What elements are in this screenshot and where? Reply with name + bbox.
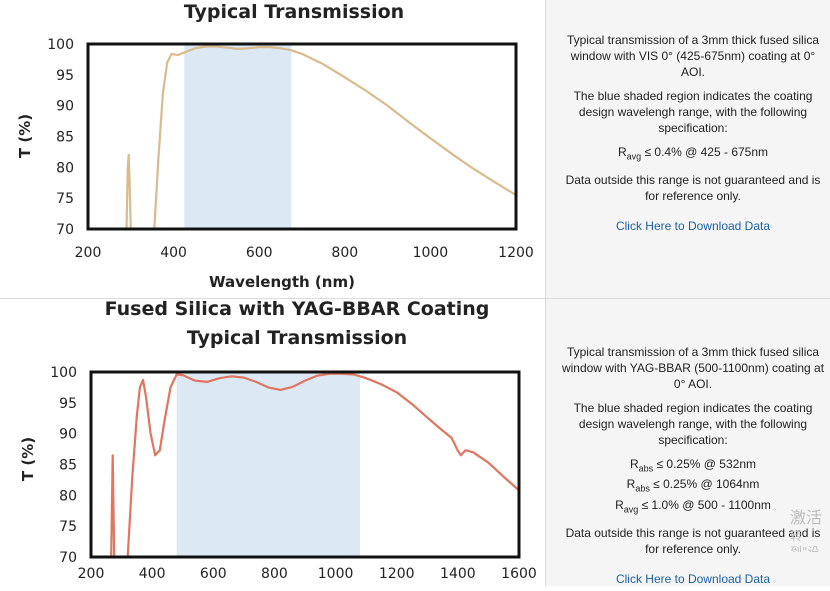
coating-range-shade (176, 372, 361, 557)
transmission-chart-1: Typical Transmission 70 75 80 85 90 95 100 200 40… (16, 1, 534, 291)
spec-text: ≤ 1.0% @ 500 - 1100nm (638, 497, 771, 512)
spec-list: Ravg ≤ 0.4% @ 425 - 675nm (558, 144, 828, 164)
y-tick-label: 75 (59, 519, 77, 535)
description-cell-2: Typical transmission of a 3mm thick fuse… (546, 299, 830, 586)
y-tick-label: 95 (56, 68, 74, 84)
x-tick-label: 400 (139, 566, 166, 582)
x-tick-label: 1000 (318, 566, 354, 582)
description-shaded-note: The blue shaded region indicates the coa… (573, 89, 813, 135)
activation-watermark: 激活 转到"设 (790, 508, 830, 552)
x-tick-label: 600 (246, 245, 273, 261)
spec-symbol: R (629, 457, 639, 471)
description-2: Typical transmission of a 3mm thick fuse… (558, 344, 828, 587)
spec-line: Rabs ≤ 0.25% @ 1064nm (558, 476, 828, 496)
spec-subscript: avg (623, 504, 639, 515)
y-tick-label: 80 (56, 160, 74, 176)
y-tick-label: 85 (59, 458, 77, 474)
y-tick-label: 85 (56, 130, 74, 146)
y-axis-label: T (%) (16, 114, 34, 158)
column-divider (545, 0, 546, 586)
x-tick-label: 200 (78, 566, 105, 582)
description-disclaimer: Data outside this range is not guarantee… (565, 526, 821, 557)
spec-subscript: abs (638, 463, 654, 474)
plot-frame (89, 370, 521, 559)
transmission-curve (110, 454, 116, 557)
x-tick-label: 1600 (501, 566, 537, 582)
chart-title-line: Typical Transmission (184, 1, 404, 23)
spec-line: Ravg ≤ 1.0% @ 500 - 1100nm (558, 497, 828, 517)
description-intro: Typical transmission of a 3mm thick fuse… (561, 345, 825, 391)
coating-range-shade (184, 44, 292, 229)
spec-subscript: avg (626, 151, 642, 162)
x-axis-label: Wavelength (nm) (209, 273, 355, 291)
x-tick-label: 1000 (413, 245, 449, 261)
spec-line: Ravg ≤ 0.4% @ 425 - 675nm (558, 144, 828, 164)
y-tick-label: 90 (59, 427, 77, 443)
x-tick-label: 1400 (440, 566, 476, 582)
chart-title-line: Typical Transmission (187, 327, 407, 349)
x-tick-label: 200 (75, 245, 102, 261)
y-axis-label: T (%) (19, 437, 37, 481)
watermark-line-2: 转到"设 (790, 529, 820, 552)
description-intro: Typical transmission of a 3mm thick fuse… (566, 33, 820, 79)
chart-cell-2: Fused Silica with YAG-BBAR Coating Typica… (0, 298, 545, 586)
transmission-curve (125, 153, 132, 229)
y-tick-label: 70 (56, 222, 74, 238)
description-shaded-note: The blue shaded region indicates the coa… (573, 401, 813, 447)
y-tick-label: 100 (50, 365, 77, 381)
y-tick-label: 95 (59, 396, 77, 412)
x-tick-label: 400 (160, 245, 187, 261)
transmission-curve (126, 372, 519, 557)
y-tick-label: 90 (56, 99, 74, 115)
chart-title-line: Fused Silica with YAG-BBAR Coating (105, 299, 490, 320)
download-data-link[interactable]: Click Here to Download Data (615, 219, 771, 234)
y-tick-label: 70 (59, 550, 77, 566)
spec-symbol: R (626, 477, 636, 492)
x-tick-label: 800 (331, 245, 358, 261)
spec-symbol: R (615, 497, 624, 512)
spec-list: Rabs ≤ 0.25% @ 532nm Rabs ≤ 0.25% @ 1064n… (558, 456, 828, 517)
y-tick-label: 80 (59, 488, 77, 504)
spec-subscript: abs (635, 483, 650, 494)
x-tick-label: 800 (261, 566, 288, 582)
download-data-link[interactable]: Click Here to Download Data (615, 572, 771, 587)
y-tick-label: 75 (56, 191, 74, 207)
spec-text: ≤ 0.25% @ 1064nm (649, 477, 760, 492)
chart-cell-1: Typical Transmission 70 75 80 85 90 95 100 200 40… (0, 0, 545, 298)
description-cell-1: Typical transmission of a 3mm thick fuse… (546, 0, 830, 298)
y-tick-label: 100 (47, 37, 74, 53)
spec-text: ≤ 0.4% @ 425 - 675nm (641, 145, 769, 159)
x-tick-label: 1200 (379, 566, 415, 582)
description-1: Typical transmission of a 3mm thick fuse… (558, 32, 828, 234)
transmission-chart-2: Fused Silica with YAG-BBAR Coating Typica… (19, 298, 537, 582)
spec-text: ≤ 0.25% @ 532nm (653, 457, 757, 471)
spec-line: Rabs ≤ 0.25% @ 532nm (558, 456, 828, 476)
x-tick-label: 1200 (498, 245, 534, 261)
x-tick-label: 600 (200, 566, 227, 582)
spec-symbol: R (617, 145, 627, 159)
description-disclaimer: Data outside this range is not guarantee… (565, 173, 821, 204)
transmission-curve (153, 45, 516, 229)
watermark-line-1: 激活 (790, 508, 823, 527)
plot-frame (86, 42, 518, 231)
row-divider (0, 298, 830, 299)
